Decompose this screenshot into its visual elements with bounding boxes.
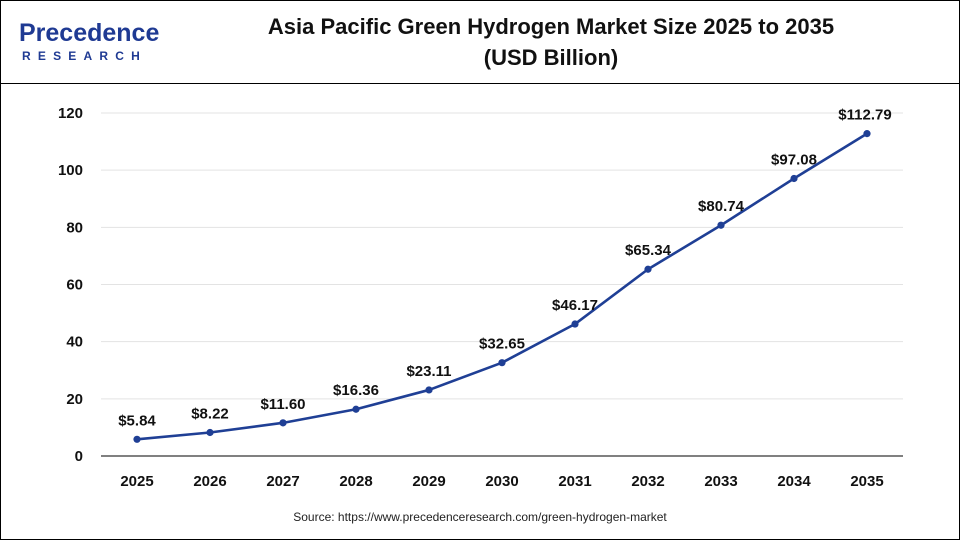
data-point: [717, 221, 725, 229]
chart-title: Asia Pacific Green Hydrogen Market Size …: [201, 11, 901, 73]
data-point: [644, 265, 652, 273]
header: Precedence RESEARCH Asia Pacific Green H…: [1, 1, 959, 84]
data-point: [571, 320, 579, 328]
data-label: $5.84: [118, 412, 156, 429]
source-note: Source: https://www.precedenceresearch.c…: [293, 510, 667, 524]
data-point: [863, 130, 871, 138]
y-tick-label: 20: [66, 391, 83, 408]
x-tick-label: 2025: [120, 473, 153, 490]
x-axis-tick-labels: 2025 2026 2027 2028 2029 2030 2031 2032 2033 2034…: [120, 473, 883, 490]
data-point: [279, 419, 287, 427]
logo-wordmark: Precedence: [19, 19, 160, 47]
y-tick-label: 40: [66, 334, 83, 351]
x-tick-label: 2035: [850, 473, 883, 490]
data-point: [498, 359, 506, 367]
data-label: $97.08: [771, 152, 817, 169]
data-label: $46.17: [552, 297, 598, 314]
series-points: [133, 130, 871, 443]
x-tick-label: 2030: [485, 473, 518, 490]
data-label: $112.79: [838, 107, 891, 124]
x-tick-label: 2028: [339, 473, 372, 490]
y-tick-label: 0: [75, 448, 83, 465]
y-tick-label: 120: [58, 105, 83, 122]
precedence-research-logo: Precedence RESEARCH: [19, 19, 169, 67]
data-point: [133, 435, 141, 443]
data-label: $8.22: [191, 406, 229, 423]
data-labels: $5.84 $8.22 $11.60 $16.36 $23.11 $32.65 $46.17…: [118, 107, 891, 430]
chart-title-line-2: (USD Billion): [483, 45, 619, 70]
logo-subtitle: RESEARCH: [22, 49, 147, 63]
data-point: [425, 386, 433, 394]
data-point: [790, 174, 798, 183]
data-label: $11.60: [260, 396, 305, 413]
y-tick-label: 60: [66, 277, 83, 294]
chart-title-line-1: Asia Pacific Green Hydrogen Market Size …: [267, 14, 835, 39]
data-point: [206, 428, 214, 437]
data-label: $16.36: [333, 382, 379, 399]
x-tick-label: 2026: [193, 473, 226, 490]
x-tick-label: 2032: [631, 473, 664, 490]
series-line: [136, 132, 868, 441]
data-label: $80.74: [698, 198, 745, 215]
data-label: $23.11: [406, 363, 451, 380]
data-point: [352, 405, 360, 413]
x-tick-label: 2033: [704, 473, 737, 490]
data-label: $32.65: [479, 336, 525, 353]
x-tick-label: 2027: [266, 473, 299, 490]
x-tick-label: 2034: [777, 473, 811, 490]
y-axis-tick-labels: 0 20 40 60 80 100 120: [58, 105, 83, 465]
x-tick-label: 2031: [558, 473, 591, 490]
x-tick-label: 2029: [412, 473, 445, 490]
series-line-path: [136, 132, 868, 441]
y-tick-label: 80: [66, 219, 83, 236]
data-label: $65.34: [625, 242, 672, 259]
y-tick-label: 100: [58, 162, 83, 179]
gridlines: [101, 112, 903, 400]
